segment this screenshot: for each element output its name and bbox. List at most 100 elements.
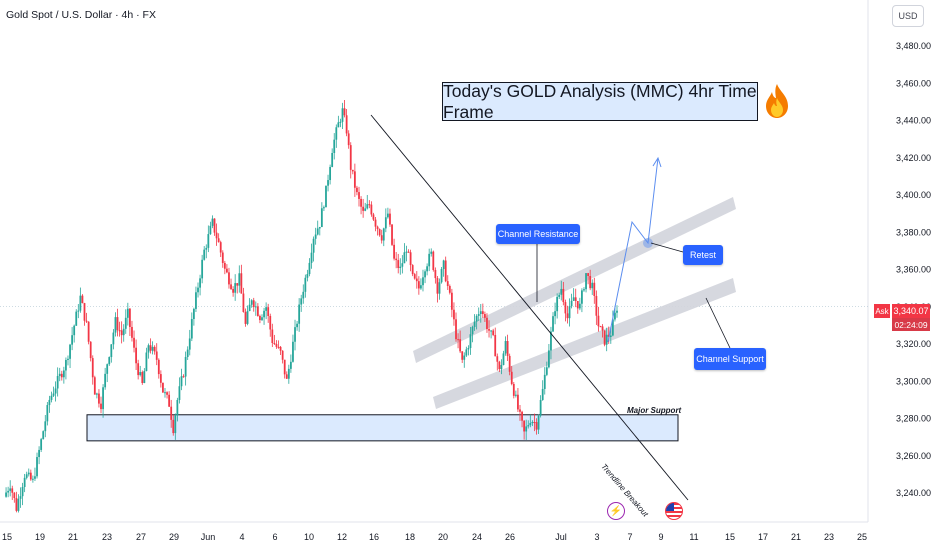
candle-body bbox=[52, 393, 55, 396]
candle-body bbox=[372, 214, 375, 220]
candle-body bbox=[405, 251, 408, 253]
candle-body bbox=[67, 358, 69, 360]
candle-body bbox=[304, 277, 307, 292]
candle-body bbox=[48, 399, 51, 406]
x-tick-label: 9 bbox=[658, 532, 663, 542]
candle-body bbox=[514, 394, 517, 396]
candle-body bbox=[611, 319, 614, 336]
candle-body bbox=[211, 218, 214, 226]
candle-body bbox=[351, 169, 354, 172]
candle-body bbox=[343, 108, 346, 116]
candle-body bbox=[413, 274, 416, 279]
candle-body bbox=[226, 268, 228, 273]
candle-body bbox=[159, 374, 162, 383]
candle-body bbox=[77, 310, 80, 312]
candle-body bbox=[294, 327, 296, 342]
candle-body bbox=[570, 300, 573, 307]
candle-body bbox=[277, 346, 280, 348]
projection-path bbox=[607, 157, 659, 343]
candle-body bbox=[362, 206, 365, 211]
y-tick-label: 3,360.00 bbox=[896, 265, 931, 275]
candle-body bbox=[471, 326, 474, 335]
candle-body bbox=[347, 133, 350, 146]
candle-body bbox=[209, 225, 212, 235]
candle-body bbox=[242, 293, 245, 312]
candle-body bbox=[378, 229, 381, 236]
symbol-title[interactable]: Gold Spot / U.S. Dollar · 4h · FX bbox=[6, 9, 156, 21]
candle-body bbox=[360, 198, 362, 207]
candle-body bbox=[335, 127, 338, 140]
candle-body bbox=[116, 317, 119, 331]
ask-side-label: Ask bbox=[874, 304, 890, 318]
candle-body bbox=[417, 281, 420, 289]
candle-body bbox=[112, 332, 115, 345]
candle-body bbox=[566, 313, 569, 319]
y-axis[interactable]: 3,240.00 3,260.00 3,280.00 3,300.00 3,320.00… bbox=[896, 41, 931, 498]
candle-body bbox=[442, 260, 445, 270]
candle-body bbox=[91, 358, 94, 378]
channel-support-callout: Channel Support bbox=[694, 348, 766, 370]
candle-body bbox=[184, 357, 187, 377]
candle-body bbox=[306, 274, 309, 278]
candle-body bbox=[411, 265, 414, 275]
candle-body bbox=[353, 171, 356, 188]
candle-body bbox=[85, 320, 88, 322]
candle-body bbox=[65, 359, 67, 371]
x-tick-label: 24 bbox=[472, 532, 482, 542]
candle-body bbox=[529, 422, 532, 426]
candle-body bbox=[341, 108, 344, 122]
fire-icon bbox=[766, 84, 788, 118]
candle-body bbox=[409, 252, 412, 266]
x-tick-label: 27 bbox=[136, 532, 146, 542]
x-axis[interactable]: 15 19 21 23 27 29 Jun 4 6 10 12 16 18 20 24 26 Jul 3 7 9 11 1… bbox=[2, 532, 867, 542]
candle-body bbox=[126, 308, 129, 318]
support-callout-connector bbox=[705, 297, 731, 349]
candle-body bbox=[207, 234, 210, 248]
candle-body bbox=[434, 269, 437, 279]
candle-body bbox=[382, 228, 385, 241]
candle-body bbox=[230, 284, 232, 290]
x-tick-label: 4 bbox=[239, 532, 244, 542]
candle-body bbox=[221, 252, 224, 263]
candle-body bbox=[436, 278, 439, 294]
x-tick-label: 17 bbox=[758, 532, 768, 542]
candle-body bbox=[490, 330, 492, 332]
candle-body bbox=[399, 266, 402, 269]
candle-body bbox=[391, 224, 393, 245]
candle-body bbox=[457, 339, 459, 341]
candle-body bbox=[302, 291, 305, 299]
major-support-label: Major Support bbox=[627, 406, 682, 415]
candle-body bbox=[79, 295, 82, 311]
candle-body bbox=[310, 252, 313, 263]
candle-body bbox=[296, 323, 298, 328]
candle-body bbox=[38, 449, 40, 458]
candle-body bbox=[316, 228, 319, 235]
candle-body bbox=[593, 282, 596, 296]
candle-body bbox=[331, 152, 334, 167]
currency-button[interactable]: USD bbox=[892, 5, 924, 27]
us-flag-icon[interactable] bbox=[665, 502, 683, 520]
candles-layer bbox=[5, 99, 618, 513]
candle-body bbox=[601, 326, 604, 331]
candle-body bbox=[440, 269, 443, 283]
candle-body bbox=[589, 275, 592, 289]
candle-body bbox=[71, 335, 74, 345]
candle-body bbox=[539, 399, 542, 416]
candle-body bbox=[29, 472, 32, 480]
candle-body bbox=[133, 337, 135, 348]
x-tick-label: 15 bbox=[2, 532, 12, 542]
candle-body bbox=[252, 300, 255, 308]
candle-body bbox=[543, 374, 546, 389]
candle-body bbox=[232, 289, 235, 293]
y-tick-label: 3,380.00 bbox=[896, 227, 931, 237]
candle-body bbox=[376, 226, 379, 230]
candle-body bbox=[450, 292, 453, 310]
candle-body bbox=[386, 213, 389, 218]
candle-body bbox=[465, 349, 468, 356]
x-tick-label: 25 bbox=[857, 532, 867, 542]
candle-body bbox=[244, 311, 247, 324]
candle-body bbox=[562, 288, 565, 303]
lightning-icon[interactable]: ⚡ bbox=[607, 502, 625, 520]
candle-body bbox=[100, 403, 102, 410]
